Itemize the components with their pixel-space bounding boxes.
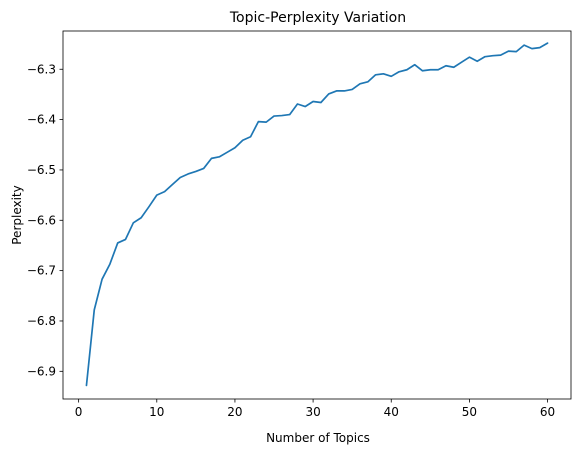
chart-title: Topic-Perplexity Variation: [229, 10, 406, 26]
x-tick-label: 50: [462, 405, 477, 419]
y-tick-label: −6.4: [27, 113, 56, 127]
y-tick-label: −6.9: [27, 364, 56, 378]
x-tick-label: 60: [540, 405, 555, 419]
y-tick-label: −6.5: [27, 163, 56, 177]
y-axis-label: Perplexity: [10, 185, 24, 245]
x-tick-label: 20: [227, 405, 242, 419]
y-tick-label: −6.3: [27, 62, 56, 76]
y-tick-label: −6.6: [27, 213, 56, 227]
y-tick-label: −6.8: [27, 314, 56, 328]
y-tick-label: −6.7: [27, 264, 56, 278]
x-tick-label: 30: [305, 405, 320, 419]
x-tick-label: 40: [384, 405, 399, 419]
x-axis-label: Number of Topics: [266, 431, 370, 445]
x-tick-label: 0: [75, 405, 83, 419]
x-tick-label: 10: [149, 405, 164, 419]
